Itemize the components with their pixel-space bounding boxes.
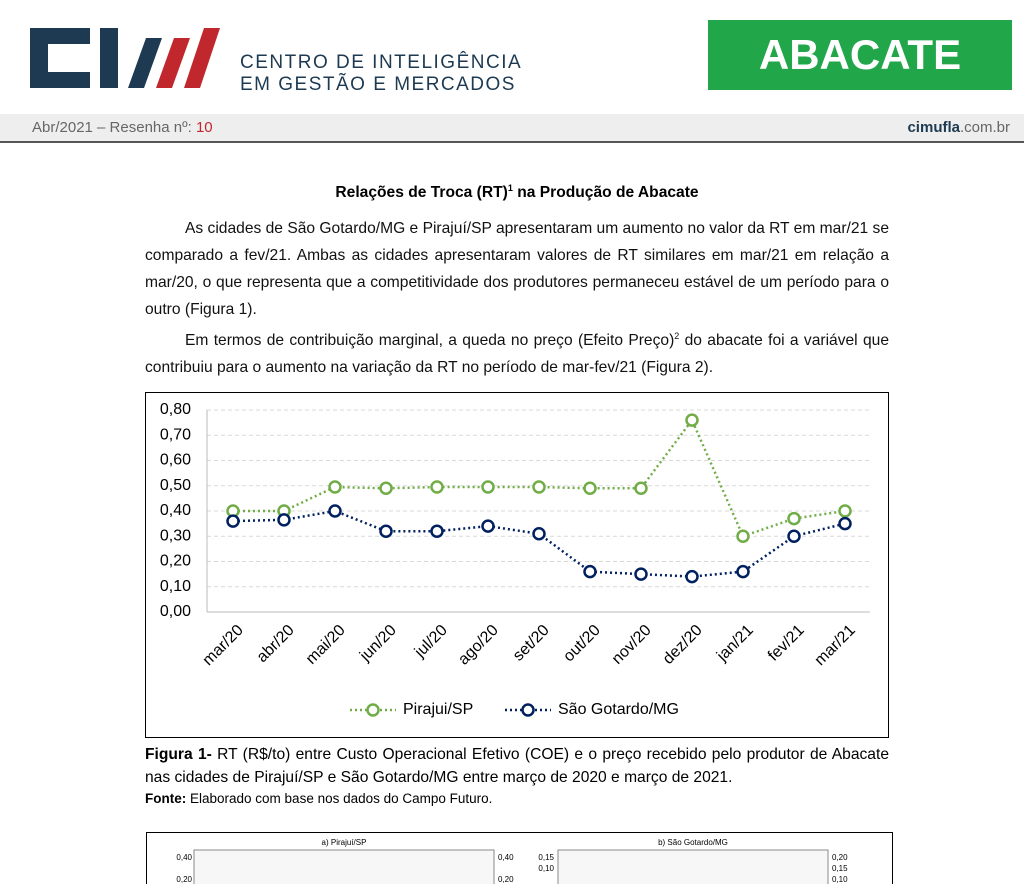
paragraph-text: Em termos de contribuição marginal, a qu… bbox=[185, 332, 675, 350]
legend-label: Pirajui/SP bbox=[403, 701, 473, 718]
caption-label: Figura 1- bbox=[145, 746, 212, 763]
panel-tick: 0,20 bbox=[498, 875, 514, 884]
source-text: Elaborado com base nos dados do Campo Fu… bbox=[186, 791, 493, 806]
issue-number: 10 bbox=[195, 119, 213, 136]
point bbox=[838, 504, 852, 518]
site: cimufla.com.br bbox=[907, 119, 1010, 136]
point bbox=[736, 529, 750, 543]
panel-tick: 0,20 bbox=[832, 853, 848, 862]
legend-marker bbox=[521, 703, 535, 717]
title-text: Relações de Troca (RT) bbox=[335, 184, 508, 202]
y-tick-label: 0,70 bbox=[160, 426, 191, 443]
panel-title: a) Pirajuí/SP bbox=[322, 838, 367, 847]
point bbox=[532, 480, 546, 494]
y-tick-label: 0,10 bbox=[160, 578, 191, 595]
figure-2: a) Pirajuí/SP 0,40 0,20 0,40 0,20 b) São Gota… bbox=[146, 832, 893, 884]
footnote-ref: 1 bbox=[507, 183, 513, 193]
y-tick-label: 0,30 bbox=[160, 527, 191, 544]
point bbox=[685, 569, 699, 584]
paragraph: Em termos de contribuição marginal, a qu… bbox=[145, 323, 889, 381]
point bbox=[838, 516, 852, 531]
paragraph-text: do abacate foi a variável que contribuiu… bbox=[145, 332, 889, 377]
y-tick-label: 0,00 bbox=[160, 603, 191, 620]
brand-line: CENTRO DE INTELIGÊNCIA bbox=[240, 52, 523, 73]
panel-tick: 0,40 bbox=[176, 853, 192, 862]
panel-tick: 0,15 bbox=[832, 864, 848, 873]
point bbox=[634, 567, 648, 581]
point bbox=[634, 481, 648, 496]
y-tick-label: 0,50 bbox=[160, 477, 191, 494]
panel-plot bbox=[193, 849, 495, 884]
point bbox=[787, 529, 801, 543]
point bbox=[583, 564, 597, 579]
point bbox=[583, 481, 597, 496]
logo-slash bbox=[184, 28, 220, 88]
y-tick-label: 0,40 bbox=[160, 502, 191, 519]
point bbox=[481, 480, 495, 494]
logo-slash bbox=[128, 38, 162, 88]
issue-text: Abr/2021 – Resenha nº: bbox=[32, 119, 196, 136]
source: Fonte: Elaborado com base nos dados do C… bbox=[145, 791, 492, 806]
panel-tick: 0,20 bbox=[176, 875, 192, 884]
site-rest: .com.br bbox=[959, 119, 1010, 136]
point bbox=[685, 413, 699, 427]
source-label: Fonte: bbox=[145, 791, 187, 806]
paragraph: As cidades de São Gotardo/MG e Pirajuí/S… bbox=[145, 215, 889, 323]
caption: Figura 1- RT (R$/to) entre Custo Operaci… bbox=[145, 743, 889, 789]
point bbox=[430, 480, 444, 494]
point bbox=[277, 513, 291, 527]
point bbox=[379, 524, 393, 538]
panel-tick: 0,10 bbox=[538, 864, 554, 873]
panel-plot bbox=[557, 849, 829, 884]
panel-tick: 0,10 bbox=[832, 875, 848, 884]
panel-tick: 0,40 bbox=[498, 853, 514, 862]
logo bbox=[30, 28, 220, 88]
title-text: na Produção de Abacate bbox=[512, 184, 699, 202]
y-tick-label: 0,80 bbox=[160, 401, 191, 418]
y-tick-label: 0,60 bbox=[160, 452, 191, 469]
caption-text: RT (R$/to) entre Custo Operacional Efeti… bbox=[145, 746, 889, 786]
chart: 0,000,100,200,300,400,500,600,700,80mar/… bbox=[145, 392, 889, 738]
footnote-ref: 2 bbox=[674, 331, 680, 341]
article-title: Relações de Troca (RT)1 na Produção de A… bbox=[145, 183, 889, 202]
point bbox=[379, 481, 393, 496]
point bbox=[328, 480, 342, 494]
issue-bar bbox=[0, 114, 1024, 143]
product-banner: ABACATE bbox=[708, 20, 1012, 90]
legend-label: São Gotardo/MG bbox=[558, 701, 679, 718]
legend-marker bbox=[366, 703, 380, 717]
point bbox=[481, 519, 495, 533]
issue: Abr/2021 – Resenha nº: 10 bbox=[32, 119, 213, 136]
chart-frame bbox=[145, 392, 889, 738]
logo-slash bbox=[156, 38, 190, 88]
point bbox=[736, 564, 750, 579]
brand-line: EM GESTÃO E MERCADOS bbox=[240, 74, 516, 95]
y-tick-label: 0,20 bbox=[160, 553, 191, 570]
site-bold: cimufla bbox=[907, 119, 960, 136]
point bbox=[226, 514, 240, 528]
logo-c bbox=[30, 28, 90, 88]
panel-title: b) São Gotardo/MG bbox=[658, 838, 728, 847]
point bbox=[430, 524, 444, 538]
point bbox=[787, 511, 801, 526]
paragraph-text: As cidades de São Gotardo/MG e Pirajuí/S… bbox=[145, 220, 889, 318]
point bbox=[532, 526, 546, 541]
panel-tick: 0,15 bbox=[538, 853, 554, 862]
logo-i bbox=[100, 28, 118, 88]
product: ABACATE bbox=[758, 31, 962, 78]
point bbox=[328, 504, 342, 518]
